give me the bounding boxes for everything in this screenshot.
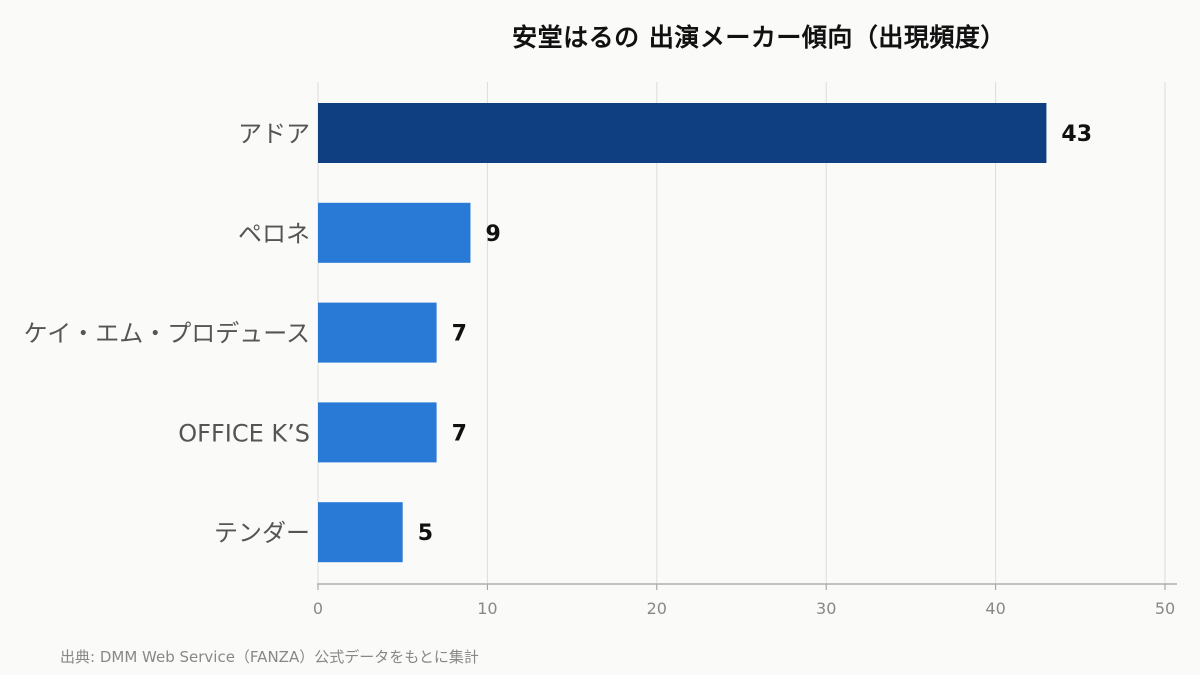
bar [318,502,403,563]
chart-title: 安堂はるの 出演メーカー傾向（出現頻度） [512,23,1006,52]
value-label: 43 [1061,122,1092,147]
x-tick-label: 20 [647,599,667,618]
value-label: 9 [485,222,500,247]
value-label: 5 [418,521,433,546]
value-labels: 43 9 7 7 5 [418,122,1092,546]
bars [318,103,1047,563]
x-tick-label: 50 [1155,599,1175,618]
bar [318,202,471,263]
x-tick-label: 40 [985,599,1005,618]
value-label: 7 [452,322,467,347]
category-label: ケイ・エム・プロデュース [24,320,310,348]
bar [318,103,1047,163]
category-label: アドア [238,120,310,148]
x-tick-label: 10 [477,599,497,618]
category-label: テンダー [214,519,310,547]
bar [318,402,437,463]
source-note: 出典: DMM Web Service（FANZA）公式データをもとに集計 [60,648,479,666]
bar [318,302,437,363]
x-tick-label: 0 [313,599,323,618]
category-label: ペロネ [238,220,310,248]
x-tick-label: 30 [816,599,836,618]
grid-lines [317,82,1166,584]
x-axis: 0 10 20 30 40 50 [313,583,1177,618]
category-label: OFFICE K’S [178,419,310,447]
value-label: 7 [452,421,467,446]
